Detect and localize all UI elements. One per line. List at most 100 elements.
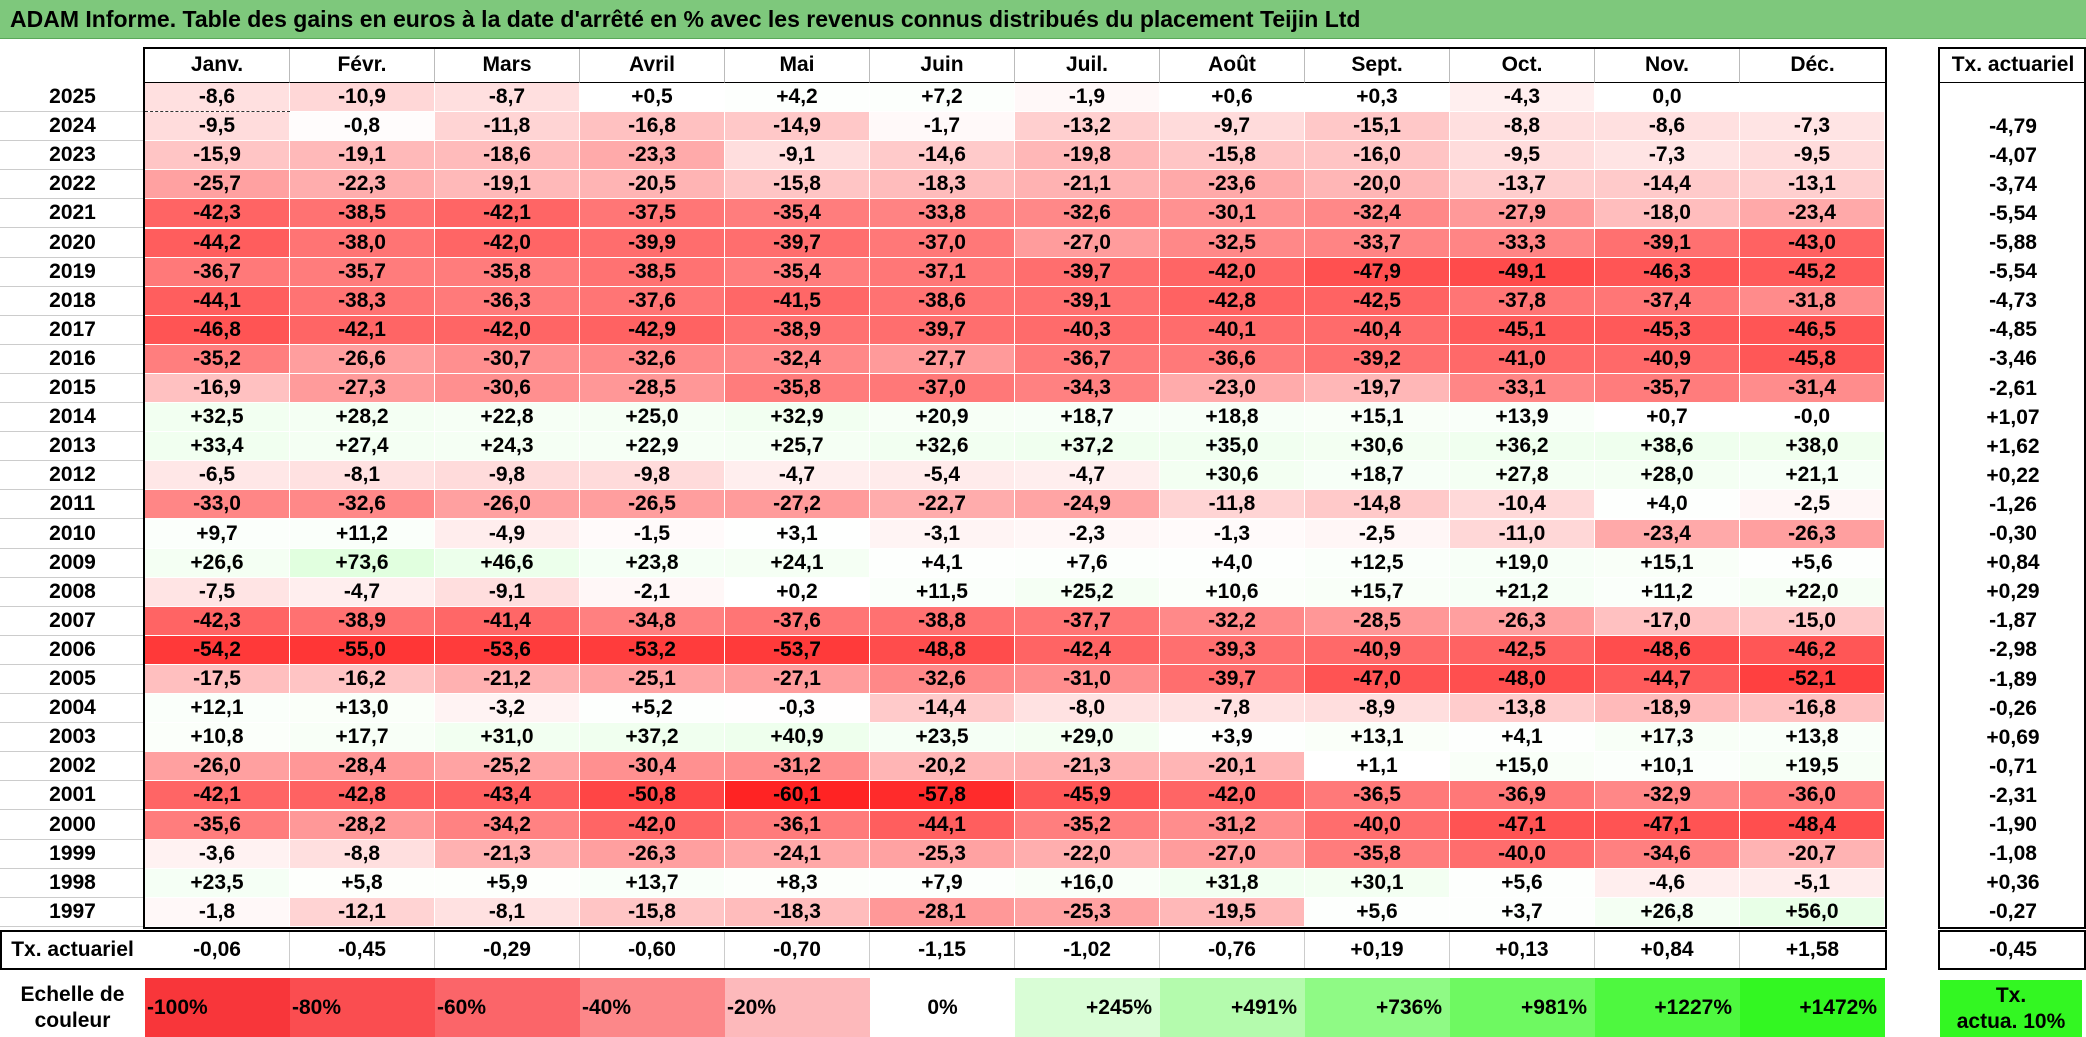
color-scale-rate: Tx. actua. 10% xyxy=(1940,980,2082,1037)
year-label: 2014 xyxy=(0,403,145,433)
table-cell: -40,9 xyxy=(1305,635,1450,665)
table-cell: -42,4 xyxy=(1015,635,1160,665)
table-cell: -46,5 xyxy=(1740,315,1885,345)
table-cell: +35,0 xyxy=(1160,432,1305,462)
table-cell: +11,2 xyxy=(1595,577,1740,607)
table-cell: -43,0 xyxy=(1740,228,1885,258)
table-cell: -41,0 xyxy=(1450,344,1595,374)
table-cell: -42,3 xyxy=(145,199,290,229)
table-cell: -39,7 xyxy=(725,228,870,258)
table-cell: +32,9 xyxy=(725,403,870,433)
table-cell: +17,3 xyxy=(1595,723,1740,753)
table-cell: -33,1 xyxy=(1450,374,1595,404)
summary-cell: -0,70 xyxy=(725,931,870,968)
table-cell xyxy=(1740,83,1885,113)
table-cell: -37,6 xyxy=(580,286,725,316)
table-cell: -1,7 xyxy=(870,112,1015,142)
table-cell: +73,6 xyxy=(290,548,435,578)
table-cell: -39,1 xyxy=(1595,228,1740,258)
table-cell: -20,1 xyxy=(1160,752,1305,782)
table-cell: -13,8 xyxy=(1450,694,1595,724)
table-cell: +13,7 xyxy=(580,868,725,898)
table-cell: +4,0 xyxy=(1160,548,1305,578)
table-cell: -38,5 xyxy=(290,199,435,229)
table-cell: +0,6 xyxy=(1160,83,1305,113)
table-cell: +26,8 xyxy=(1595,897,1740,927)
summary-cell: -0,60 xyxy=(580,931,725,968)
table-cell: -1,3 xyxy=(1160,519,1305,549)
rate-cell: -5,88 xyxy=(1989,231,2037,255)
year-label: 2020 xyxy=(0,229,145,258)
table-cell: -30,1 xyxy=(1160,199,1305,229)
rate-cell: -2,61 xyxy=(1989,376,2037,400)
table-cell: -49,1 xyxy=(1450,257,1595,287)
table-cell: -42,8 xyxy=(1160,286,1305,316)
table-cell: -27,0 xyxy=(1160,839,1305,869)
year-label: 2006 xyxy=(0,636,145,665)
month-header: Sept. xyxy=(1305,48,1450,83)
table-cell: -32,4 xyxy=(1305,199,1450,229)
rate-cell: -0,71 xyxy=(1989,754,2037,778)
table-cell: -38,8 xyxy=(870,606,1015,636)
table-cell: -32,9 xyxy=(1595,781,1740,811)
table-cell: -35,8 xyxy=(725,374,870,404)
rate-cell: -1,08 xyxy=(1989,842,2037,866)
table-cell: +27,8 xyxy=(1450,461,1595,491)
table-cell: -37,0 xyxy=(870,228,1015,258)
table-cell: -1,9 xyxy=(1015,83,1160,113)
year-label: 2024 xyxy=(0,112,145,142)
table-cell: -9,5 xyxy=(145,112,290,142)
summary-cell: -1,02 xyxy=(1015,931,1160,968)
table-cell: +8,3 xyxy=(725,868,870,898)
table-cell: -16,8 xyxy=(580,112,725,142)
table-cell: -55,0 xyxy=(290,635,435,665)
table-cell: +15,0 xyxy=(1450,752,1595,782)
table-cell: -39,7 xyxy=(1015,257,1160,287)
rate-cell: -4,79 xyxy=(1989,114,2037,138)
table-cell: -9,8 xyxy=(580,461,725,491)
table-cell: -3,6 xyxy=(145,839,290,869)
table-cell: -11,0 xyxy=(1450,519,1595,549)
table-cell: -47,1 xyxy=(1595,810,1740,840)
table-cell: -42,8 xyxy=(290,781,435,811)
month-header: Févr. xyxy=(290,48,435,83)
current-cell-marker xyxy=(145,110,290,113)
table-cell: -18,0 xyxy=(1595,199,1740,229)
table-cell: +3,9 xyxy=(1160,723,1305,753)
table-cell: -42,1 xyxy=(290,315,435,345)
summary-cell: -1,15 xyxy=(870,931,1015,968)
table-cell: -16,2 xyxy=(290,665,435,695)
table-cell: -34,3 xyxy=(1015,374,1160,404)
table-cell: +4,1 xyxy=(870,548,1015,578)
rate-cell: +0,69 xyxy=(1986,725,2040,749)
table-cell: -24,1 xyxy=(725,839,870,869)
table-cell: -8,6 xyxy=(145,83,290,113)
table-cell: -26,5 xyxy=(580,490,725,520)
table-cell: -9,1 xyxy=(435,577,580,607)
table-cell: +3,7 xyxy=(1450,897,1595,927)
table-cell: -46,2 xyxy=(1740,635,1885,665)
table-cell: -33,7 xyxy=(1305,228,1450,258)
table-cell: +37,2 xyxy=(580,723,725,753)
table-cell: -31,2 xyxy=(725,752,870,782)
table-cell: +7,6 xyxy=(1015,548,1160,578)
table-cell: -36,0 xyxy=(1740,781,1885,811)
table-cell: -21,2 xyxy=(435,665,580,695)
table-cell: -8,1 xyxy=(435,897,580,927)
table-cell: -15,9 xyxy=(145,141,290,171)
table-cell: -23,4 xyxy=(1740,199,1885,229)
table-cell: -38,6 xyxy=(870,286,1015,316)
table-cell: -27,3 xyxy=(290,374,435,404)
table-cell: -14,6 xyxy=(870,141,1015,171)
table-cell: +28,0 xyxy=(1595,461,1740,491)
table-cell: -38,9 xyxy=(290,606,435,636)
table-cell: -18,3 xyxy=(870,170,1015,200)
table-cell: -26,3 xyxy=(580,839,725,869)
table-cell: -33,0 xyxy=(145,490,290,520)
table-cell: -22,3 xyxy=(290,170,435,200)
table-cell: -15,8 xyxy=(1160,141,1305,171)
table-cell: -54,2 xyxy=(145,635,290,665)
table-cell: -50,8 xyxy=(580,781,725,811)
table-cell: -48,0 xyxy=(1450,665,1595,695)
